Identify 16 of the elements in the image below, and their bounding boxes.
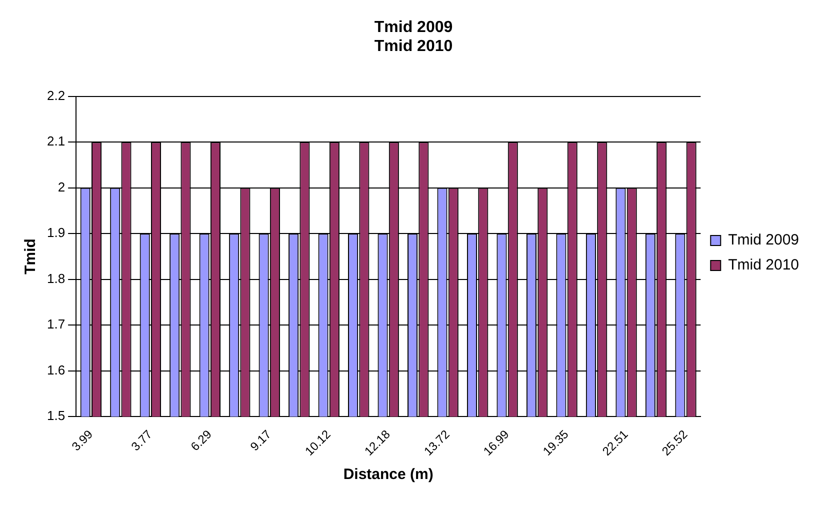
y-tick-label: 1.5 (46, 408, 66, 424)
y-axis-title: Tmid (22, 238, 40, 274)
y-tick-label: 1.6 (46, 362, 66, 378)
legend-label: Tmid 2010 (728, 256, 800, 274)
x-axis-title: Distance (m) (343, 466, 434, 484)
x-tick-label: 3.99 (68, 427, 96, 454)
y-tick-label: 1.8 (46, 270, 66, 286)
y-tick-label: 1.9 (46, 225, 66, 240)
x-tick-label: 6.29 (188, 427, 215, 454)
legend-label: Tmid 2009 (728, 232, 800, 249)
y-tick-label: 2 (58, 179, 66, 194)
y-tick-label: 2.2 (46, 88, 66, 103)
y-tick-label: 2.1 (46, 134, 66, 149)
y-tick-label: 1.7 (46, 316, 66, 332)
text: Tmid 2009 (374, 19, 453, 36)
text: Tmid 2010 (374, 38, 453, 56)
